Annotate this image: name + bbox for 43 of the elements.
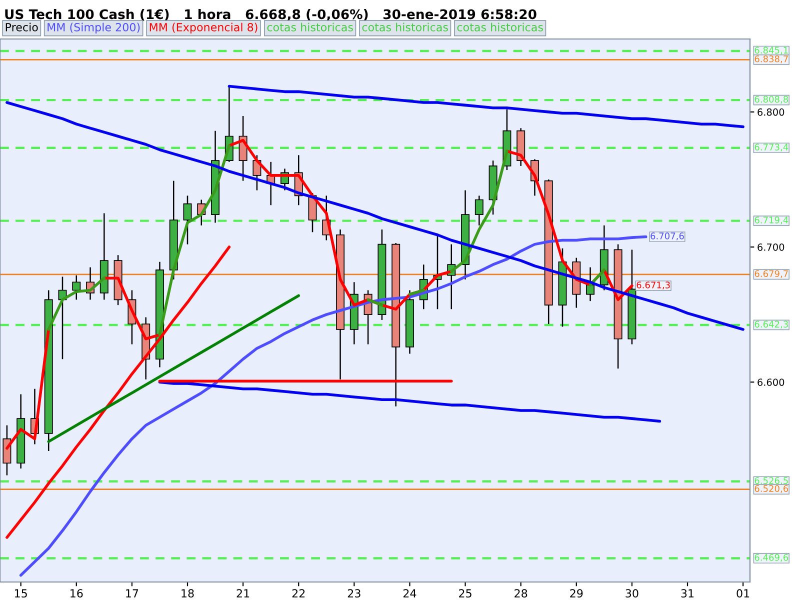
ref-line-label: 6.526,5 bbox=[754, 477, 788, 485]
line-series bbox=[228, 84, 744, 128]
text: MM (Simple 200) bbox=[48, 22, 140, 34]
text: MM (Exponencial 8) bbox=[150, 22, 258, 34]
ref-line-label: 6.838,7 bbox=[754, 55, 788, 64]
y-tick-label: 6.600 bbox=[758, 378, 784, 386]
text: cotas historicas bbox=[362, 22, 448, 32]
data-label: 6.707,6 bbox=[650, 232, 684, 240]
ref-line-label: 6.679,7 bbox=[754, 270, 788, 278]
x-tick-label: 30 bbox=[626, 589, 638, 598]
y-tick-label: 6.700 bbox=[758, 243, 784, 251]
ref-line-label: 6.520,6 bbox=[754, 485, 788, 493]
x-tick-label: 16 bbox=[70, 589, 83, 598]
line-series bbox=[158, 380, 662, 423]
ref-line-label: 6.808,8 bbox=[754, 96, 788, 104]
x-tick-label: 24 bbox=[403, 589, 416, 598]
x-tick-label: 31 bbox=[681, 589, 694, 598]
x-tick-label: 15 bbox=[14, 589, 27, 598]
chart-title: US Tech 100 Cash (1€) 1 hora 6.668,8 (-0,06%) 30-ene-2019 6:58:20 bbox=[5, 9, 536, 21]
x-tick-label: 28 bbox=[514, 589, 528, 598]
x-tick-label: 18 bbox=[182, 589, 194, 598]
x-tick-label: 01 bbox=[736, 589, 750, 598]
ref-line-label: 6.719,4 bbox=[754, 216, 788, 224]
line-series bbox=[47, 294, 300, 443]
ref-line-label: 6.642,3 bbox=[754, 320, 788, 328]
line-series bbox=[6, 101, 744, 331]
ref-line-label: 6.469,6 bbox=[754, 554, 788, 562]
x-tick-label: 29 bbox=[570, 589, 583, 598]
ref-line-label: 6.845,1 bbox=[754, 46, 788, 55]
candlestick bbox=[474, 195, 484, 226]
x-tick-label: 17 bbox=[126, 589, 138, 598]
x-tick-label: 21 bbox=[236, 589, 250, 598]
text: Precio bbox=[6, 22, 38, 32]
x-tick-label: 25 bbox=[459, 589, 472, 598]
x-tick-label: 23 bbox=[348, 589, 360, 598]
y-tick-label: 6.800 bbox=[758, 108, 784, 116]
data-label: 6.671,3 bbox=[636, 282, 670, 290]
candlestick bbox=[183, 195, 192, 245]
x-tick-label: 22 bbox=[292, 589, 305, 598]
text: cotas historicas bbox=[457, 22, 543, 32]
ref-line-label: 6.773,4 bbox=[754, 144, 788, 152]
candlestick bbox=[72, 274, 81, 300]
text: cotas historicas bbox=[267, 22, 353, 32]
